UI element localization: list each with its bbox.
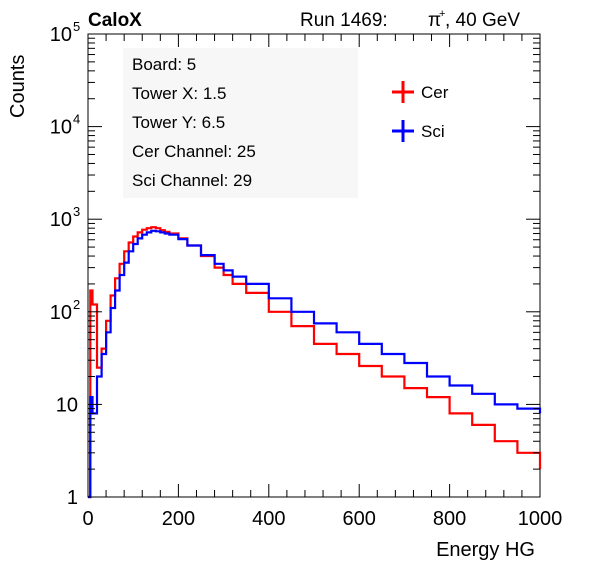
series-layer (88, 227, 540, 497)
info-tower-y: Tower Y: 6.5 (132, 113, 225, 132)
info-board: Board: 5 (132, 55, 196, 74)
y-tick-exponent: 4 (73, 112, 80, 127)
y-tick-label: 10 (50, 117, 72, 139)
legend-cer-label: Cer (421, 83, 449, 102)
x-tick-label: 600 (343, 508, 376, 530)
x-tick-label: 1000 (518, 508, 563, 530)
x-tick-label: 0 (82, 508, 93, 530)
info-sci-channel: Sci Channel: 29 (132, 171, 252, 190)
y-tick-exponent: 3 (73, 204, 80, 219)
y-tick-label: 10 (56, 394, 78, 416)
series-line-sci (88, 231, 540, 497)
beam-energy: , 40 GeV (445, 10, 520, 31)
y-tick-exponent: 2 (73, 297, 80, 312)
series-line-cer (88, 227, 540, 497)
info-cer-channel: Cer Channel: 25 (132, 142, 256, 161)
y-tick-exponent: 5 (73, 19, 80, 34)
x-axis-title: Energy HG (436, 539, 535, 561)
y-axis-title: Counts (7, 55, 29, 118)
run-label: Run 1469: (300, 10, 388, 31)
legend-sci-label: Sci (421, 122, 445, 141)
y-tick-label: 10 (50, 302, 72, 324)
legend: Cer Sci (392, 81, 449, 142)
experiment-title: CaloX (88, 10, 142, 31)
y-tick-label: 10 (50, 24, 72, 46)
y-tick-label: 10 (50, 209, 72, 231)
x-tick-label: 400 (252, 508, 285, 530)
y-tick-label: 1 (67, 487, 78, 509)
info-tower-x: Tower X: 1.5 (132, 84, 227, 103)
x-tick-label: 200 (162, 508, 195, 530)
x-tick-label: 800 (433, 508, 466, 530)
